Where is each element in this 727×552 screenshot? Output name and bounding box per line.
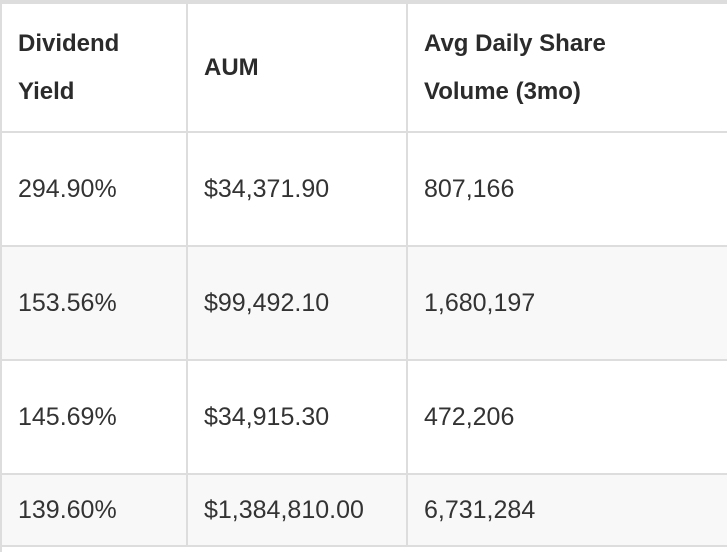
header-dividend-yield-line2: Yield xyxy=(18,77,75,105)
cell-aum: $1,384,810.00 xyxy=(187,474,408,547)
cell-aum: $34,371.90 xyxy=(187,132,408,247)
etf-data-table: Dividend Yield AUM Avg Daily Share Volum… xyxy=(2,4,727,547)
header-dividend-yield[interactable]: Dividend Yield xyxy=(2,4,188,133)
cell-dividend-yield: 145.69% xyxy=(2,360,188,475)
table-row: 294.90% $34,371.90 807,166 xyxy=(2,132,727,247)
header-aum[interactable]: AUM xyxy=(187,4,408,133)
table-row: 153.56% $99,492.10 1,680,197 xyxy=(2,246,727,361)
header-dividend-yield-line1: Dividend xyxy=(18,29,120,57)
cell-avg-volume: 1,680,197 xyxy=(407,246,727,361)
header-avg-daily-volume[interactable]: Avg Daily Share Volume (3mo) xyxy=(407,4,727,133)
cell-dividend-yield: 294.90% xyxy=(2,132,188,247)
cell-aum: $34,915.30 xyxy=(187,360,408,475)
table-row: 145.69% $34,915.30 472,206 xyxy=(2,360,727,475)
cell-dividend-yield: 153.56% xyxy=(2,246,188,361)
cell-aum: $99,492.10 xyxy=(187,246,408,361)
header-aum-label: AUM xyxy=(204,53,259,81)
cell-dividend-yield: 139.60% xyxy=(2,474,188,547)
table-row: 139.60% $1,384,810.00 6,731,284 xyxy=(2,474,727,547)
cell-avg-volume: 472,206 xyxy=(407,360,727,475)
cell-avg-volume: 807,166 xyxy=(407,132,727,247)
cell-avg-volume: 6,731,284 xyxy=(407,474,727,547)
header-avg-daily-volume-line1: Avg Daily Share xyxy=(424,29,606,57)
header-row: Dividend Yield AUM Avg Daily Share Volum… xyxy=(2,4,727,133)
header-avg-daily-volume-line2: Volume (3mo) xyxy=(424,77,581,105)
